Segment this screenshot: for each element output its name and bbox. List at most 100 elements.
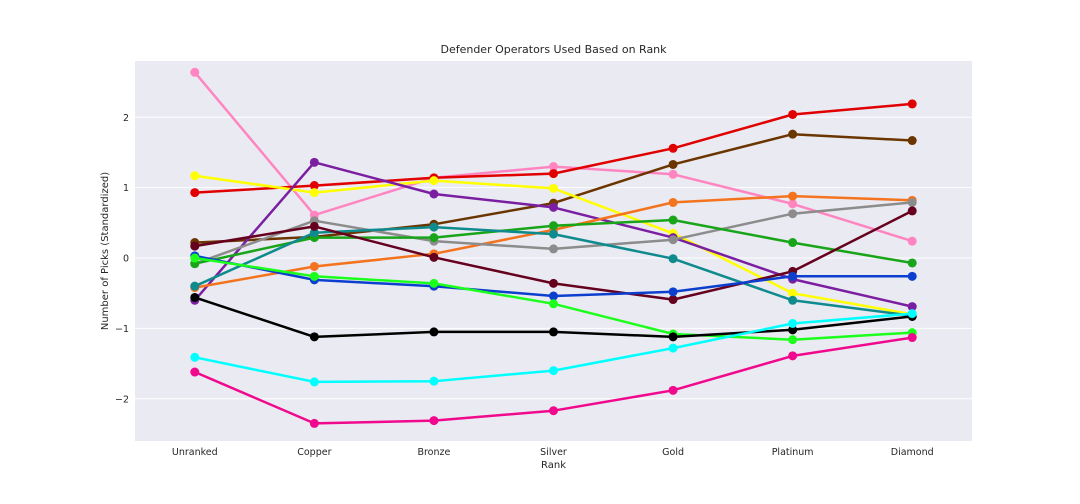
data-point (309, 221, 319, 231)
series-9 (190, 222, 917, 321)
data-point (788, 271, 798, 281)
data-point (668, 215, 678, 225)
data-point (907, 271, 917, 281)
data-point (190, 171, 200, 181)
data-point (309, 418, 319, 428)
data-point (549, 366, 558, 376)
x-tick-label: Silver (540, 447, 567, 458)
data-point (907, 99, 917, 109)
data-point (788, 351, 798, 361)
data-point (309, 188, 319, 198)
x-tick-label: Unranked (172, 447, 218, 458)
data-point (190, 67, 200, 77)
data-point (788, 325, 798, 335)
data-point (309, 332, 319, 342)
data-point (429, 222, 439, 232)
data-point (190, 281, 200, 291)
x-tick-label: Copper (297, 447, 331, 458)
data-point (429, 233, 439, 243)
data-point (309, 228, 319, 238)
data-point (549, 183, 558, 193)
x-tick-labels: Unranked Copper Bronze Silver Gold Platinum Di… (172, 447, 934, 458)
series-layer (190, 67, 917, 428)
data-point (429, 416, 439, 426)
data-point (549, 229, 558, 239)
data-point (549, 244, 558, 254)
data-point (549, 406, 558, 416)
series-14 (190, 309, 917, 387)
data-point (429, 189, 439, 199)
data-point (907, 302, 917, 312)
data-point (668, 159, 678, 169)
data-point (907, 258, 917, 268)
data-point (668, 254, 678, 264)
y-tick-labels: −2 −1 0 1 2 (115, 113, 129, 405)
y-tick-label: −1 (115, 324, 129, 335)
data-point (668, 169, 678, 179)
data-point (668, 197, 678, 207)
data-point (549, 299, 558, 309)
data-point (788, 109, 798, 119)
data-point (907, 309, 917, 319)
data-point (788, 209, 798, 219)
data-point (788, 288, 798, 298)
data-point (907, 136, 917, 146)
data-point (788, 199, 798, 209)
y-tick-label: −2 (115, 394, 129, 405)
data-point (190, 253, 200, 263)
data-point (668, 287, 678, 297)
data-point (549, 327, 558, 337)
data-point (907, 236, 917, 246)
data-point (309, 261, 319, 271)
data-point (190, 292, 200, 302)
data-point (788, 129, 798, 139)
data-point (429, 327, 439, 337)
data-point (907, 206, 917, 216)
data-point (549, 202, 558, 212)
data-point (668, 143, 678, 153)
series-13 (190, 292, 917, 342)
y-axis-label: Number of Picks (Standardized) (100, 172, 111, 330)
chart-title: Defender Operators Used Based on Rank (440, 43, 667, 56)
y-tick-label: 0 (123, 254, 129, 265)
data-point (668, 343, 678, 353)
data-point (549, 291, 558, 301)
data-point (788, 191, 798, 201)
x-axis-label: Rank (541, 460, 566, 471)
data-point (190, 352, 200, 362)
x-tick-label: Platinum (772, 447, 814, 458)
data-point (309, 377, 319, 387)
y-tick-label: 2 (123, 113, 129, 124)
data-point (907, 333, 917, 343)
data-point (309, 157, 319, 167)
data-point (788, 335, 798, 345)
data-point (309, 181, 319, 191)
series-15 (190, 333, 917, 428)
data-point (549, 221, 558, 231)
data-point (788, 318, 798, 328)
data-point (907, 197, 917, 207)
data-point (429, 278, 439, 288)
data-point (668, 385, 678, 395)
data-point (788, 238, 798, 248)
x-tick-label: Diamond (891, 447, 934, 458)
data-point (668, 235, 678, 245)
data-point (549, 162, 558, 172)
y-tick-label: 1 (123, 183, 129, 194)
x-tick-label: Gold (662, 447, 684, 458)
series-12 (190, 253, 917, 345)
data-point (190, 188, 200, 198)
series-2 (190, 99, 917, 198)
data-point (190, 367, 200, 377)
data-point (668, 332, 678, 342)
data-point (429, 376, 439, 386)
data-point (549, 169, 558, 179)
data-point (549, 278, 558, 288)
data-point (429, 176, 439, 186)
x-tick-label: Bronze (417, 447, 450, 458)
data-point (788, 295, 798, 305)
data-point (190, 241, 200, 251)
data-point (429, 252, 439, 262)
data-point (309, 271, 319, 281)
